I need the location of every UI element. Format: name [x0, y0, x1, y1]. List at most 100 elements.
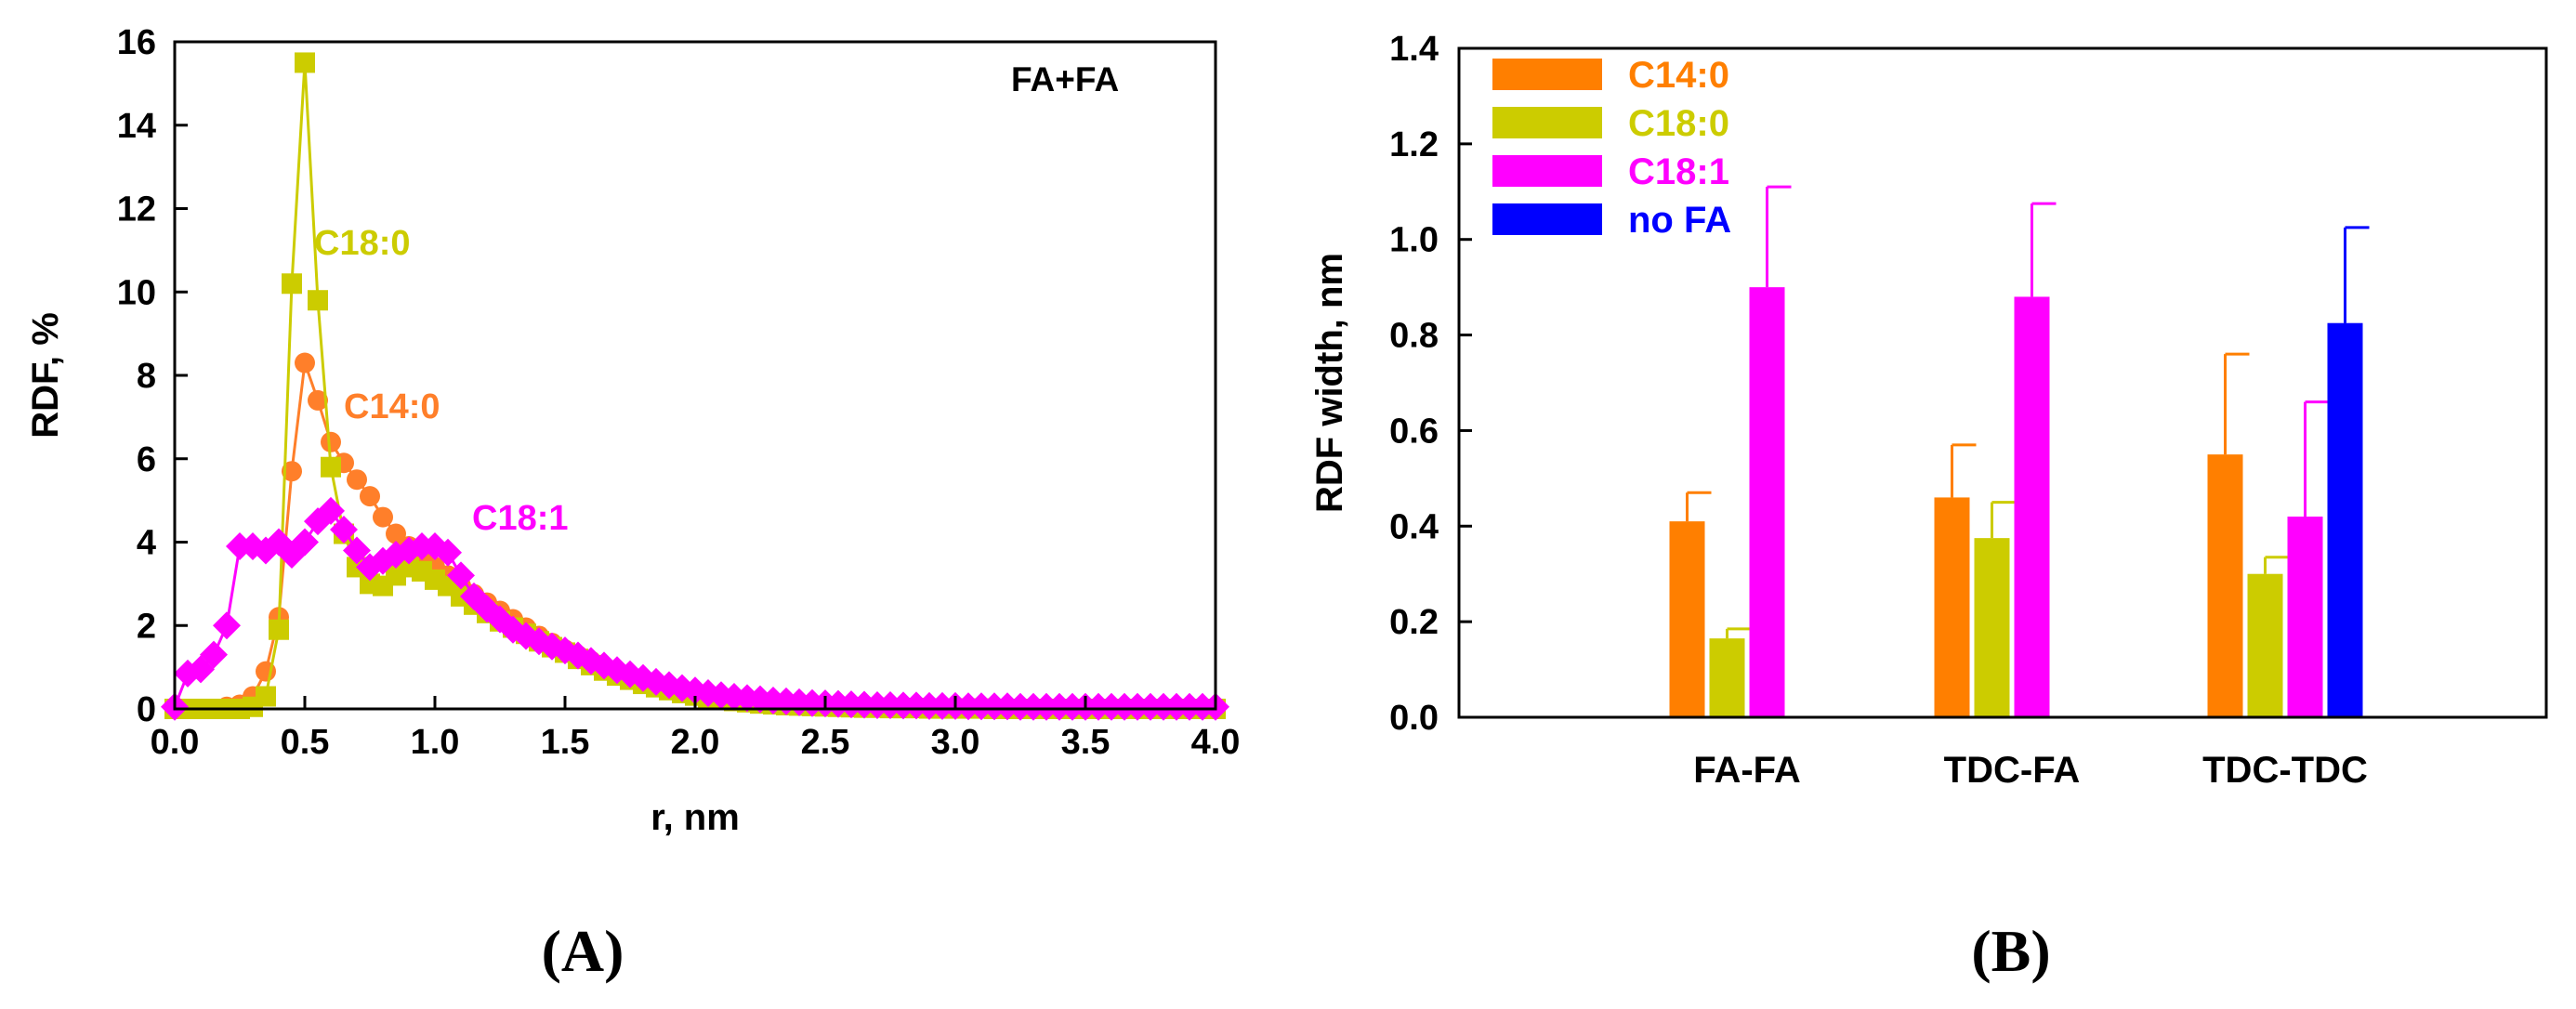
data-point-c18-1: [317, 496, 345, 525]
series-line-c18-0: [175, 62, 1216, 711]
data-point-c14-0: [373, 506, 393, 528]
chart-a-frame: [173, 40, 1217, 711]
legend-item-c18-1: C18:1: [1492, 151, 1729, 192]
data-point-c14-0: [347, 469, 367, 491]
data-point-c18-0: [269, 619, 289, 640]
chart-a-x-tick-label: 1.0: [411, 723, 460, 762]
chart-a-y-tick-label: 4: [137, 524, 156, 563]
legend-item-c18-0: C18:0: [1492, 103, 1729, 144]
data-point-c14-0: [282, 461, 302, 482]
series-c14-0: [1669, 352, 2250, 717]
chart-b-frame: [1457, 46, 2548, 719]
chart-a-y-tick-label: 8: [137, 357, 156, 396]
chart-b-y-tick-label: 1.2: [1389, 125, 1439, 164]
chart-a-x-tick-label: 0.5: [281, 723, 330, 762]
data-point-c18-0: [295, 52, 315, 73]
series-c18-1: [1749, 185, 2330, 717]
legend-label: no FA: [1628, 200, 1731, 241]
legend-swatch: [1492, 203, 1602, 235]
chart-b-y-tick-label: 0.2: [1389, 603, 1439, 642]
chart-b-ylabel: RDF width, nm: [1309, 253, 1350, 513]
series-no-fa: [2327, 226, 2370, 717]
chart-b-y-tick-label: 0.4: [1389, 507, 1439, 546]
category-label-fa-fa: FA-FA: [1693, 750, 1801, 791]
chart-b-category-labels: FA-FA TDC-FA TDC-TDC: [1693, 750, 2368, 791]
chart-a-label-c18-1: C18:1: [472, 499, 569, 538]
chart-a-x-tick-label: 4.0: [1191, 723, 1241, 762]
bar-c18-1-tdc-fa: [2014, 296, 2050, 717]
legend-item-no-fa: no FA: [1492, 200, 1731, 241]
chart-b-y-ticks: 0.0 0.2 0.4 0.6 0.8 1.0 1.2 1.4: [1389, 30, 1472, 738]
chart-b: 0.0 0.2 0.4 0.6 0.8 1.0 1.2 1.4 FA-FA TDC-FA TDC-…: [1309, 30, 2548, 984]
bar-c18-1-tdc-tdc: [2287, 517, 2323, 717]
chart-a-label-c18-0: C18:0: [314, 224, 411, 263]
bar-no-fa-tdc-tdc: [2327, 322, 2363, 717]
legend-swatch: [1492, 155, 1602, 187]
data-point-c18-1: [213, 611, 241, 640]
data-point-c18-0: [282, 273, 302, 295]
bar-c14-0-tdc-tdc: [2207, 454, 2243, 717]
chart-a-y-ticks: 0 2 4 6 8 10 12 14 16: [117, 23, 188, 729]
chart-a-x-tick-label: 2.0: [671, 723, 720, 762]
legend-swatch: [1492, 59, 1602, 90]
bar-c18-0-tdc-fa: [1974, 538, 2010, 717]
series-c18-1: [161, 496, 1229, 721]
data-point-c18-1: [343, 536, 371, 565]
chart-a-y-tick-label: 12: [117, 190, 156, 229]
series-c14-0: [164, 352, 1226, 719]
chart-a-y-tick-label: 0: [137, 690, 156, 729]
chart-a-y-tick-label: 14: [117, 107, 156, 146]
chart-a-y-tick-label: 2: [137, 607, 156, 646]
panel-b-label: (B): [1971, 918, 2050, 984]
legend-label: C14:0: [1628, 55, 1729, 96]
bar-c14-0-tdc-fa: [1934, 497, 1970, 717]
bar-c14-0-fa-fa: [1669, 521, 1705, 717]
series-c18-0: [164, 52, 1226, 719]
chart-b-y-tick-label: 0.6: [1389, 412, 1439, 451]
category-label-tdc-tdc: TDC-TDC: [2202, 750, 2368, 791]
data-point-c18-1: [291, 528, 319, 557]
category-label-tdc-fa: TDC-FA: [1944, 750, 2081, 791]
legend-label: C18:1: [1628, 151, 1729, 192]
data-point-c14-0: [321, 431, 341, 452]
data-point-c18-1: [447, 561, 475, 590]
legend-item-c14-0: C14:0: [1492, 55, 1729, 96]
chart-a-marks: [161, 52, 1229, 721]
data-point-c14-0: [386, 523, 406, 544]
chart-a-x-ticks: 0.0 0.5 1.0 1.5 2.0 2.5 3.0 3.5 4.0: [151, 696, 1241, 762]
legend-label: C18:0: [1628, 103, 1729, 144]
data-point-c18-1: [330, 516, 358, 544]
data-point-c18-1: [200, 640, 228, 669]
chart-b-bars: [1669, 185, 2370, 717]
chart-a-x-tick-label: 3.5: [1061, 723, 1111, 762]
bar-c18-0-tdc-tdc: [2247, 573, 2283, 717]
data-point-c14-0: [308, 389, 328, 411]
chart-a-y-tick-label: 16: [117, 23, 156, 62]
chart-a-x-tick-label: 2.5: [801, 723, 850, 762]
chart-b-y-tick-label: 1.0: [1389, 221, 1439, 260]
chart-a-x-tick-label: 0.0: [151, 723, 200, 762]
chart-a-title: FA+FA: [1011, 60, 1119, 98]
chart-a-xlabel: r, nm: [651, 797, 740, 838]
chart-a-y-tick-label: 6: [137, 440, 156, 479]
chart-b-legend: C14:0 C18:0 C18:1 no FA: [1492, 55, 1731, 241]
data-point-c14-0: [295, 352, 315, 373]
chart-a-x-tick-label: 3.0: [931, 723, 980, 762]
panel-a-label: (A): [542, 918, 624, 984]
chart-a-y-tick-label: 10: [117, 273, 156, 312]
chart-b-y-tick-label: 0.0: [1389, 699, 1439, 738]
data-point-c18-0: [321, 456, 341, 478]
chart-a-label-c14-0: C14:0: [344, 387, 440, 426]
data-point-c18-1: [434, 538, 462, 567]
data-point-c14-0: [360, 486, 380, 507]
chart-a-ylabel: RDF, %: [25, 312, 66, 439]
series-line-c14-0: [175, 362, 1216, 711]
data-point-c18-0: [308, 290, 328, 311]
chart-b-y-tick-label: 0.8: [1389, 317, 1439, 356]
bar-c18-0-fa-fa: [1709, 638, 1745, 717]
chart-a: 0.0 0.5 1.0 1.5 2.0 2.5 3.0 3.5 4.0 0 2 4 6 8 10 12 14 1…: [25, 23, 1240, 984]
series-c18-0: [1709, 501, 2290, 717]
legend-swatch: [1492, 107, 1602, 138]
chart-b-y-tick-label: 1.4: [1389, 30, 1439, 69]
